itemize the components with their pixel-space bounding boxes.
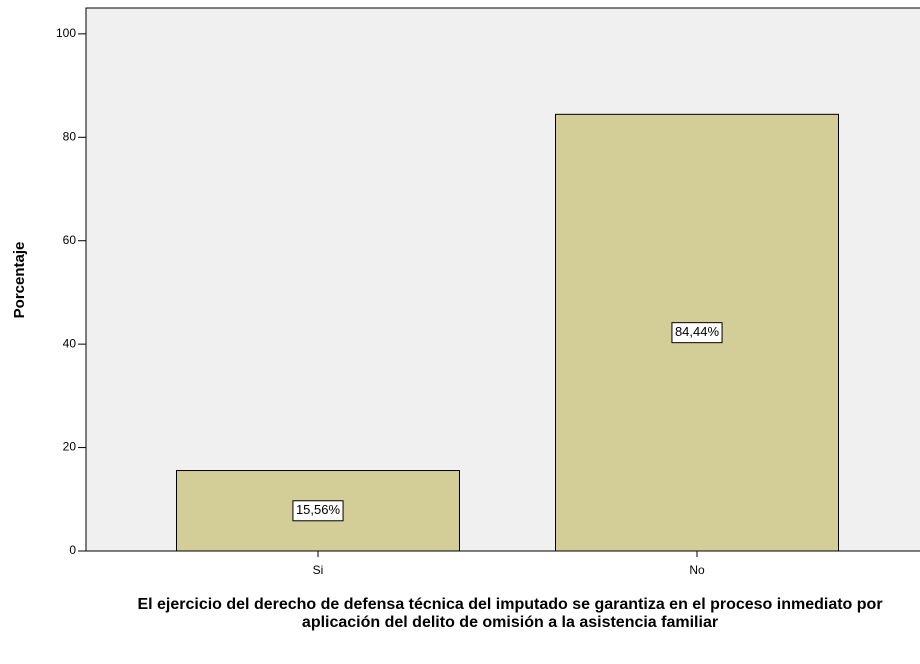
y-axis-label: Porcentaje	[11, 242, 28, 319]
y-tick-label: 100	[56, 26, 76, 40]
value-label: 15,56%	[296, 502, 341, 517]
x-tick-label: Si	[313, 563, 324, 577]
value-label-box	[292, 500, 344, 522]
y-tick-label: 40	[63, 336, 77, 350]
x-tick-label: No	[689, 563, 705, 577]
y-tick-label: 60	[63, 233, 77, 247]
x-axis-label: El ejercicio del derecho de defensa técn…	[137, 596, 883, 631]
y-tick-label: 20	[63, 440, 77, 454]
chart: Porcentaje 0 20 40 60 80 100 Si 15,56% No 84,44%	[11, 7, 920, 577]
value-label: 84,44%	[675, 324, 720, 339]
y-tick-label: 0	[69, 543, 76, 557]
y-tick-label: 80	[63, 129, 77, 143]
value-label-box	[671, 322, 723, 344]
